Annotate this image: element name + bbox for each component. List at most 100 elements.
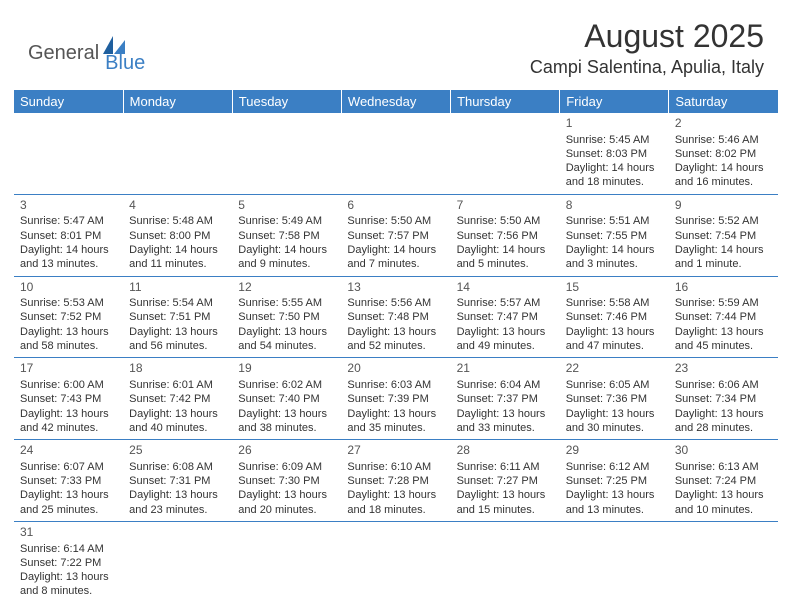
daylight-line: Daylight: 13 hours and 54 minutes. bbox=[238, 325, 335, 354]
daylight-line: Daylight: 13 hours and 42 minutes. bbox=[20, 407, 117, 436]
sunrise-line: Sunrise: 5:45 AM bbox=[566, 133, 663, 147]
daylight-line: Daylight: 13 hours and 18 minutes. bbox=[347, 488, 444, 517]
calendar-cell bbox=[451, 113, 560, 194]
weekday-header: Monday bbox=[123, 90, 232, 113]
sunrise-line: Sunrise: 5:57 AM bbox=[457, 296, 554, 310]
sunset-line: Sunset: 7:54 PM bbox=[675, 229, 772, 243]
daylight-line: Daylight: 13 hours and 33 minutes. bbox=[457, 407, 554, 436]
daylight-line: Daylight: 13 hours and 40 minutes. bbox=[129, 407, 226, 436]
sunrise-line: Sunrise: 5:52 AM bbox=[675, 214, 772, 228]
sunset-line: Sunset: 7:31 PM bbox=[129, 474, 226, 488]
sunrise-line: Sunrise: 6:06 AM bbox=[675, 378, 772, 392]
sunrise-line: Sunrise: 6:11 AM bbox=[457, 460, 554, 474]
sunset-line: Sunset: 8:02 PM bbox=[675, 147, 772, 161]
sunrise-line: Sunrise: 5:53 AM bbox=[20, 296, 117, 310]
calendar-cell: 15Sunrise: 5:58 AMSunset: 7:46 PMDayligh… bbox=[560, 276, 669, 358]
logo-text-blue: Blue bbox=[105, 52, 145, 75]
sunset-line: Sunset: 7:52 PM bbox=[20, 310, 117, 324]
sunrise-line: Sunrise: 6:09 AM bbox=[238, 460, 335, 474]
calendar-row: 3Sunrise: 5:47 AMSunset: 8:01 PMDaylight… bbox=[14, 194, 778, 276]
sunset-line: Sunset: 8:03 PM bbox=[566, 147, 663, 161]
day-number: 9 bbox=[675, 198, 772, 214]
calendar-cell bbox=[232, 113, 341, 194]
calendar-row: 31Sunrise: 6:14 AMSunset: 7:22 PMDayligh… bbox=[14, 521, 778, 602]
location: Campi Salentina, Apulia, Italy bbox=[530, 57, 764, 78]
calendar-cell: 7Sunrise: 5:50 AMSunset: 7:56 PMDaylight… bbox=[451, 194, 560, 276]
calendar-cell: 22Sunrise: 6:05 AMSunset: 7:36 PMDayligh… bbox=[560, 358, 669, 440]
sunset-line: Sunset: 8:00 PM bbox=[129, 229, 226, 243]
day-number: 25 bbox=[129, 443, 226, 459]
sunset-line: Sunset: 8:01 PM bbox=[20, 229, 117, 243]
calendar-row: 10Sunrise: 5:53 AMSunset: 7:52 PMDayligh… bbox=[14, 276, 778, 358]
calendar-cell: 2Sunrise: 5:46 AMSunset: 8:02 PMDaylight… bbox=[669, 113, 778, 194]
sunrise-line: Sunrise: 5:54 AM bbox=[129, 296, 226, 310]
calendar-cell: 13Sunrise: 5:56 AMSunset: 7:48 PMDayligh… bbox=[341, 276, 450, 358]
day-number: 4 bbox=[129, 198, 226, 214]
day-number: 5 bbox=[238, 198, 335, 214]
daylight-line: Daylight: 14 hours and 16 minutes. bbox=[675, 161, 772, 190]
daylight-line: Daylight: 13 hours and 23 minutes. bbox=[129, 488, 226, 517]
sunrise-line: Sunrise: 6:02 AM bbox=[238, 378, 335, 392]
daylight-line: Daylight: 13 hours and 56 minutes. bbox=[129, 325, 226, 354]
day-number: 6 bbox=[347, 198, 444, 214]
daylight-line: Daylight: 14 hours and 5 minutes. bbox=[457, 243, 554, 272]
sunset-line: Sunset: 7:48 PM bbox=[347, 310, 444, 324]
sunrise-line: Sunrise: 5:59 AM bbox=[675, 296, 772, 310]
calendar-cell: 9Sunrise: 5:52 AMSunset: 7:54 PMDaylight… bbox=[669, 194, 778, 276]
daylight-line: Daylight: 13 hours and 45 minutes. bbox=[675, 325, 772, 354]
calendar-cell: 16Sunrise: 5:59 AMSunset: 7:44 PMDayligh… bbox=[669, 276, 778, 358]
calendar-cell: 3Sunrise: 5:47 AMSunset: 8:01 PMDaylight… bbox=[14, 194, 123, 276]
daylight-line: Daylight: 13 hours and 52 minutes. bbox=[347, 325, 444, 354]
weekday-header: Thursday bbox=[451, 90, 560, 113]
calendar-cell bbox=[232, 521, 341, 602]
day-number: 24 bbox=[20, 443, 117, 459]
sunrise-line: Sunrise: 5:51 AM bbox=[566, 214, 663, 228]
daylight-line: Daylight: 13 hours and 20 minutes. bbox=[238, 488, 335, 517]
sunrise-line: Sunrise: 6:05 AM bbox=[566, 378, 663, 392]
day-number: 2 bbox=[675, 116, 772, 132]
day-number: 8 bbox=[566, 198, 663, 214]
day-number: 20 bbox=[347, 361, 444, 377]
calendar-cell bbox=[669, 521, 778, 602]
sunset-line: Sunset: 7:56 PM bbox=[457, 229, 554, 243]
sunrise-line: Sunrise: 5:50 AM bbox=[347, 214, 444, 228]
day-number: 1 bbox=[566, 116, 663, 132]
day-number: 16 bbox=[675, 280, 772, 296]
month-title: August 2025 bbox=[530, 18, 764, 55]
day-number: 28 bbox=[457, 443, 554, 459]
sunset-line: Sunset: 7:22 PM bbox=[20, 556, 117, 570]
calendar-cell: 28Sunrise: 6:11 AMSunset: 7:27 PMDayligh… bbox=[451, 440, 560, 522]
calendar-cell bbox=[123, 521, 232, 602]
daylight-line: Daylight: 13 hours and 58 minutes. bbox=[20, 325, 117, 354]
calendar-table: Sunday Monday Tuesday Wednesday Thursday… bbox=[14, 90, 778, 603]
daylight-line: Daylight: 14 hours and 18 minutes. bbox=[566, 161, 663, 190]
sunrise-line: Sunrise: 6:10 AM bbox=[347, 460, 444, 474]
day-number: 12 bbox=[238, 280, 335, 296]
sunrise-line: Sunrise: 5:55 AM bbox=[238, 296, 335, 310]
day-number: 15 bbox=[566, 280, 663, 296]
daylight-line: Daylight: 14 hours and 1 minute. bbox=[675, 243, 772, 272]
calendar-cell: 23Sunrise: 6:06 AMSunset: 7:34 PMDayligh… bbox=[669, 358, 778, 440]
day-number: 31 bbox=[20, 525, 117, 541]
sunrise-line: Sunrise: 6:01 AM bbox=[129, 378, 226, 392]
sunset-line: Sunset: 7:30 PM bbox=[238, 474, 335, 488]
sunrise-line: Sunrise: 5:50 AM bbox=[457, 214, 554, 228]
calendar-row: 17Sunrise: 6:00 AMSunset: 7:43 PMDayligh… bbox=[14, 358, 778, 440]
sunrise-line: Sunrise: 6:07 AM bbox=[20, 460, 117, 474]
sunset-line: Sunset: 7:47 PM bbox=[457, 310, 554, 324]
calendar-cell: 31Sunrise: 6:14 AMSunset: 7:22 PMDayligh… bbox=[14, 521, 123, 602]
sunrise-line: Sunrise: 5:48 AM bbox=[129, 214, 226, 228]
calendar-cell: 14Sunrise: 5:57 AMSunset: 7:47 PMDayligh… bbox=[451, 276, 560, 358]
sunset-line: Sunset: 7:28 PM bbox=[347, 474, 444, 488]
calendar-cell: 29Sunrise: 6:12 AMSunset: 7:25 PMDayligh… bbox=[560, 440, 669, 522]
daylight-line: Daylight: 14 hours and 9 minutes. bbox=[238, 243, 335, 272]
sunset-line: Sunset: 7:34 PM bbox=[675, 392, 772, 406]
sunrise-line: Sunrise: 5:46 AM bbox=[675, 133, 772, 147]
daylight-line: Daylight: 13 hours and 10 minutes. bbox=[675, 488, 772, 517]
sunrise-line: Sunrise: 6:03 AM bbox=[347, 378, 444, 392]
sunset-line: Sunset: 7:39 PM bbox=[347, 392, 444, 406]
calendar-cell bbox=[451, 521, 560, 602]
daylight-line: Daylight: 14 hours and 11 minutes. bbox=[129, 243, 226, 272]
sunset-line: Sunset: 7:36 PM bbox=[566, 392, 663, 406]
calendar-cell bbox=[341, 113, 450, 194]
